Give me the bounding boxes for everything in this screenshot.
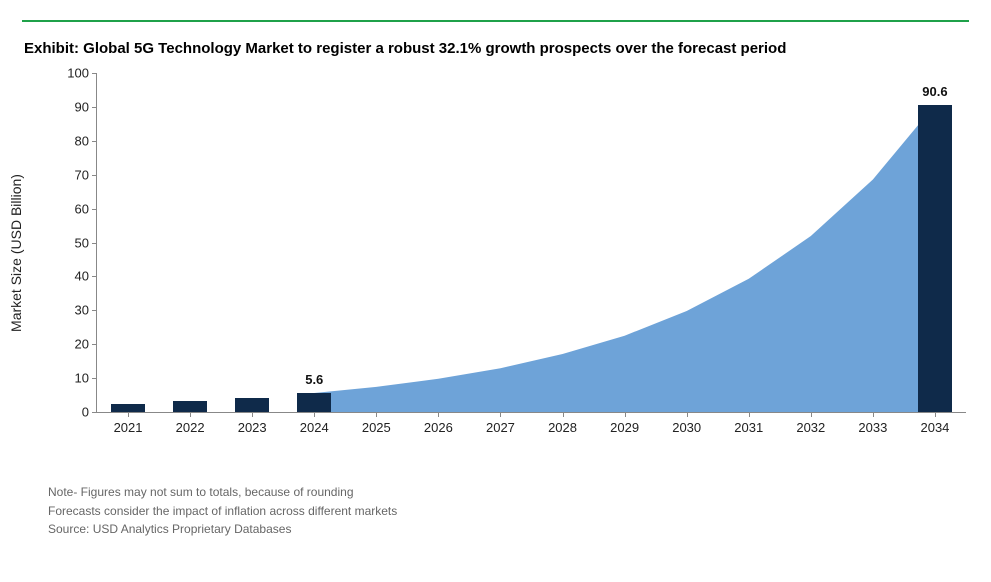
area-fill bbox=[97, 73, 966, 412]
bar bbox=[173, 401, 207, 412]
note-line: Source: USD Analytics Proprietary Databa… bbox=[48, 520, 969, 539]
ytick-mark bbox=[92, 310, 97, 311]
xtick-label: 2022 bbox=[176, 420, 205, 435]
xtick-label: 2021 bbox=[114, 420, 143, 435]
xtick-label: 2029 bbox=[610, 420, 639, 435]
forecast-area bbox=[314, 105, 935, 412]
bar bbox=[918, 105, 952, 412]
xtick-mark bbox=[252, 412, 253, 417]
xtick-mark bbox=[687, 412, 688, 417]
ytick-label: 70 bbox=[75, 167, 89, 182]
ytick-label: 50 bbox=[75, 235, 89, 250]
ytick-label: 80 bbox=[75, 133, 89, 148]
xtick-label: 2024 bbox=[300, 420, 329, 435]
data-label: 5.6 bbox=[305, 372, 323, 387]
ytick-mark bbox=[92, 378, 97, 379]
xtick-mark bbox=[128, 412, 129, 417]
ytick-mark bbox=[92, 412, 97, 413]
ytick-mark bbox=[92, 107, 97, 108]
xtick-mark bbox=[749, 412, 750, 417]
footer-notes: Note- Figures may not sum to totals, bec… bbox=[48, 483, 969, 539]
bar bbox=[235, 398, 269, 412]
xtick-mark bbox=[935, 412, 936, 417]
xtick-label: 2028 bbox=[548, 420, 577, 435]
ytick-label: 0 bbox=[82, 405, 89, 420]
ytick-label: 100 bbox=[67, 66, 89, 81]
ytick-label: 20 bbox=[75, 337, 89, 352]
xtick-label: 2027 bbox=[486, 420, 515, 435]
ytick-mark bbox=[92, 209, 97, 210]
xtick-mark bbox=[376, 412, 377, 417]
xtick-mark bbox=[625, 412, 626, 417]
xtick-label: 2030 bbox=[672, 420, 701, 435]
xtick-label: 2023 bbox=[238, 420, 267, 435]
chart-title: Exhibit: Global 5G Technology Market to … bbox=[24, 40, 969, 57]
xtick-mark bbox=[190, 412, 191, 417]
xtick-mark bbox=[563, 412, 564, 417]
xtick-mark bbox=[873, 412, 874, 417]
xtick-label: 2031 bbox=[734, 420, 763, 435]
page: Exhibit: Global 5G Technology Market to … bbox=[0, 0, 991, 582]
ytick-mark bbox=[92, 243, 97, 244]
ytick-label: 40 bbox=[75, 269, 89, 284]
xtick-label: 2032 bbox=[796, 420, 825, 435]
bar bbox=[297, 393, 331, 412]
ytick-label: 30 bbox=[75, 303, 89, 318]
ytick-label: 10 bbox=[75, 371, 89, 386]
ytick-mark bbox=[92, 175, 97, 176]
bar bbox=[111, 404, 145, 412]
note-line: Forecasts consider the impact of inflati… bbox=[48, 502, 969, 521]
y-axis-label: Market Size (USD Billion) bbox=[8, 174, 24, 332]
ytick-label: 60 bbox=[75, 201, 89, 216]
xtick-mark bbox=[811, 412, 812, 417]
ytick-mark bbox=[92, 73, 97, 74]
top-rule bbox=[22, 20, 969, 22]
ytick-mark bbox=[92, 276, 97, 277]
plot-area: 0102030405060708090100202120222023202420… bbox=[96, 73, 966, 413]
note-line: Note- Figures may not sum to totals, bec… bbox=[48, 483, 969, 502]
xtick-mark bbox=[438, 412, 439, 417]
data-label: 90.6 bbox=[922, 84, 947, 99]
chart: Market Size (USD Billion) 01020304050607… bbox=[26, 63, 966, 443]
ytick-mark bbox=[92, 141, 97, 142]
xtick-label: 2026 bbox=[424, 420, 453, 435]
ytick-mark bbox=[92, 344, 97, 345]
xtick-mark bbox=[500, 412, 501, 417]
xtick-label: 2025 bbox=[362, 420, 391, 435]
xtick-mark bbox=[314, 412, 315, 417]
xtick-label: 2033 bbox=[858, 420, 887, 435]
ytick-label: 90 bbox=[75, 99, 89, 114]
xtick-label: 2034 bbox=[920, 420, 949, 435]
